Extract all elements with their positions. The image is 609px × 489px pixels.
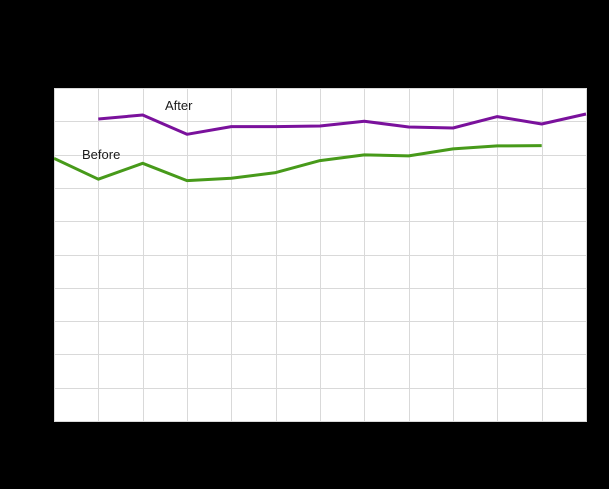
series-line-before [54,144,542,183]
line-chart-svg [54,88,587,422]
series-label-after: After [165,98,193,113]
series-label-before: Before [82,147,121,162]
series-line-after [98,112,587,136]
plot-area: After Before [54,88,587,422]
